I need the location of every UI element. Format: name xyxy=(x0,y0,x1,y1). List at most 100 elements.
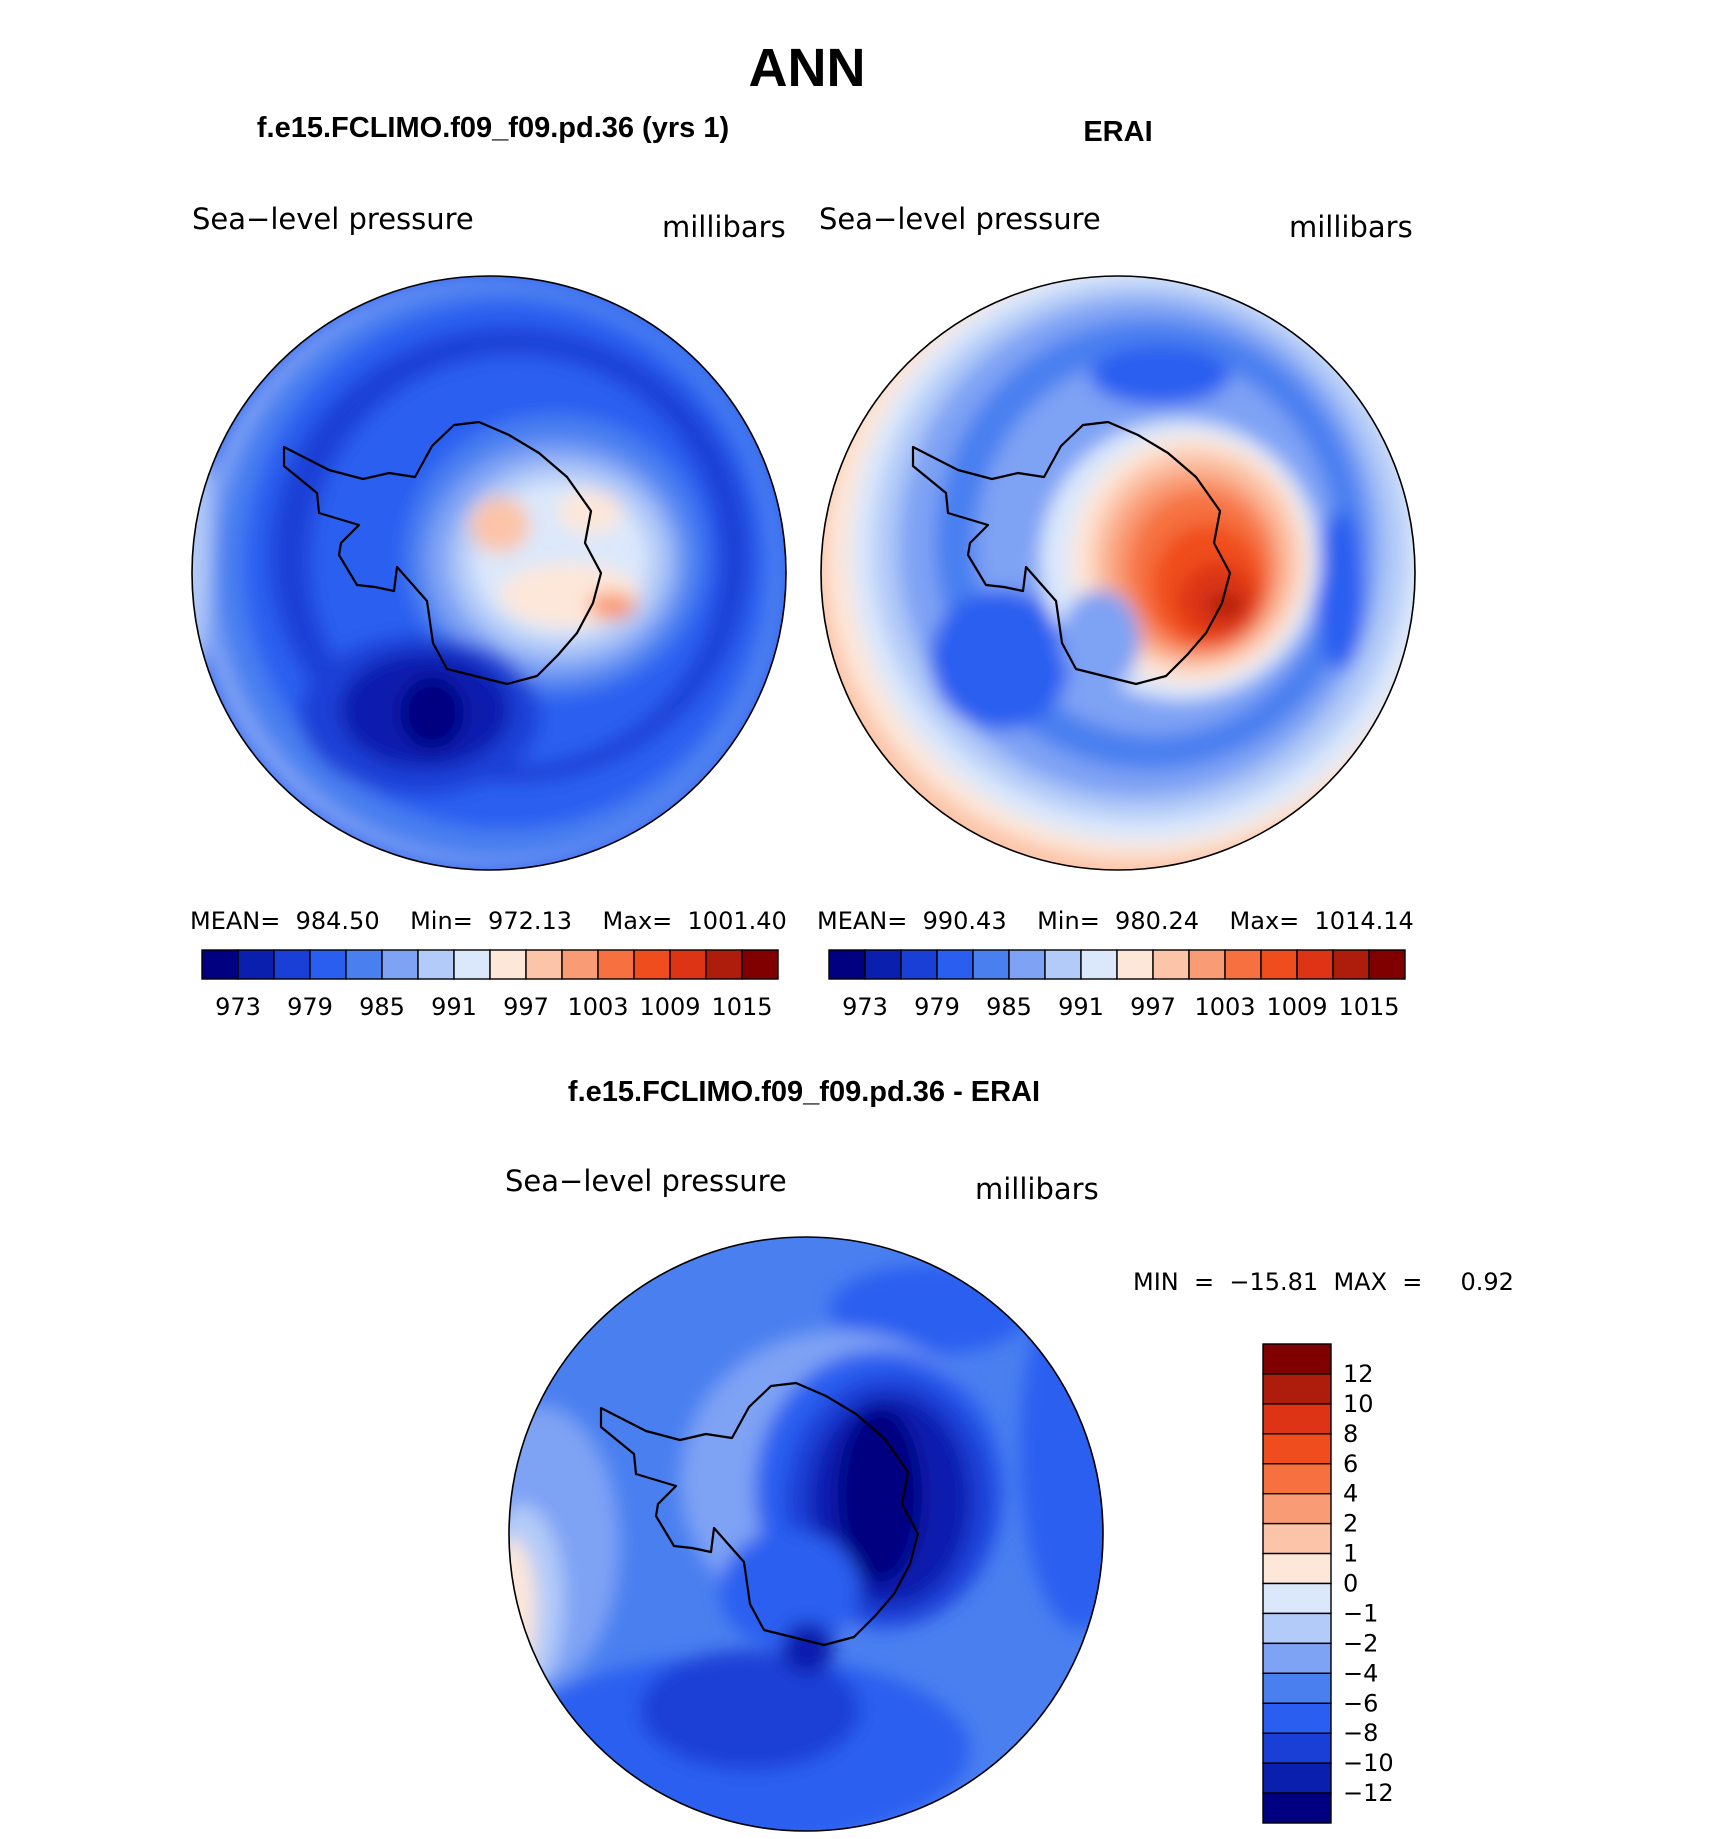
colorbar-3-tick-label: −8 xyxy=(1343,1719,1378,1747)
panel-2-map xyxy=(821,276,1415,870)
colorbar-1-tick-label: 985 xyxy=(359,993,405,1021)
colorbar-2-swatch xyxy=(936,949,974,980)
colorbar-2-tick-label: 1015 xyxy=(1338,993,1399,1021)
m1-low-3 xyxy=(400,677,464,749)
colorbar-2-swatch xyxy=(1368,949,1406,980)
panel-1-map xyxy=(125,276,786,870)
panel-1-colorbar: 973 979 985 991 997 1003 1009 1015 xyxy=(201,949,779,1021)
colorbar-2-swatch xyxy=(1332,949,1370,980)
antarctica-coast-1 xyxy=(282,420,603,686)
colorbar-2-tick-label: 997 xyxy=(1130,993,1176,1021)
colorbar-3-swatch xyxy=(1262,1762,1332,1794)
panel-3-map-border xyxy=(508,1236,1104,1832)
colorbar-3-tick-label: 10 xyxy=(1343,1390,1374,1418)
colorbar-2-tick-label: 1003 xyxy=(1194,993,1255,1021)
colorbar-2-swatch xyxy=(900,949,938,980)
colorbar-2-tick-label: 985 xyxy=(986,993,1032,1021)
colorbar-2-tick-label: 973 xyxy=(842,993,888,1021)
panel-1-stats: MEAN= 984.50 Min= 972.13 Max= 1001.40 xyxy=(190,907,787,935)
m3-east-band xyxy=(1020,1270,1103,1630)
colorbar-3-swatch xyxy=(1262,1612,1332,1645)
colorbar-1-swatch xyxy=(381,949,419,980)
colorbar-3-tick-label: −6 xyxy=(1343,1689,1378,1717)
colorbar-3-tick-label: 12 xyxy=(1343,1360,1374,1388)
m3-south-low xyxy=(640,1650,860,1770)
panel-1-variable: Sea−level pressure xyxy=(192,202,474,236)
colorbar-3-swatch xyxy=(1262,1463,1332,1495)
colorbar-1-tick-label: 1009 xyxy=(639,993,700,1021)
panel-2-units: millibars xyxy=(1289,210,1413,244)
colorbar-3-tick-label: −10 xyxy=(1343,1749,1394,1777)
colorbar-1-swatch xyxy=(309,949,347,980)
antarctica-coast-3 xyxy=(599,1381,920,1647)
colorbar-1-tick-label: 973 xyxy=(215,993,261,1021)
colorbar-1-swatch xyxy=(201,949,239,980)
m2-low-e xyxy=(1315,510,1365,670)
colorbar-1-swatch xyxy=(237,949,275,980)
panel-3-minmax: MIN = −15.81 MAX = 0.92 xyxy=(1133,1268,1514,1296)
figure-title: ANN xyxy=(749,38,866,98)
colorbar-3-swatch xyxy=(1262,1522,1332,1555)
colorbar-1-swatch xyxy=(525,949,563,980)
colorbar-3-swatch xyxy=(1262,1552,1332,1585)
colorbar-2-swatch xyxy=(1296,949,1334,980)
colorbar-3-swatch xyxy=(1262,1403,1332,1435)
colorbar-3-swatch xyxy=(1262,1672,1332,1704)
panel-3-map xyxy=(509,1237,1103,1831)
colorbar-3-swatch xyxy=(1262,1492,1332,1525)
panel-2-stats: MEAN= 990.43 Min= 980.24 Max= 1014.14 xyxy=(817,907,1414,935)
colorbar-2-swatch xyxy=(1008,949,1046,980)
colorbar-1-swatch xyxy=(705,949,743,980)
colorbar-1-swatch xyxy=(633,949,671,980)
colorbar-1-tick-label: 997 xyxy=(503,993,549,1021)
colorbar-1-tick-label: 1015 xyxy=(711,993,772,1021)
panel-2-variable: Sea−level pressure xyxy=(819,202,1101,236)
m1-west-edge xyxy=(125,400,165,660)
colorbar-2-tick-label: 979 xyxy=(914,993,960,1021)
colorbar-1-swatch xyxy=(741,949,779,980)
colorbar-3-tick-label: 0 xyxy=(1343,1570,1358,1598)
colorbar-2-swatch xyxy=(1080,949,1118,980)
panel-3-units: millibars xyxy=(975,1172,1099,1206)
colorbar-3-swatch xyxy=(1262,1433,1332,1465)
panel-1-title: f.e15.FCLIMO.f09_f09.pd.36 (yrs 1) xyxy=(257,112,729,144)
colorbar-1-swatch xyxy=(597,949,635,980)
colorbar-3-swatch xyxy=(1262,1732,1332,1764)
colorbar-3-tick-label: 2 xyxy=(1343,1510,1358,1538)
colorbar-1-swatch xyxy=(345,949,383,980)
colorbar-3-swatch xyxy=(1262,1373,1332,1405)
colorbar-1-swatch xyxy=(561,949,599,980)
m3-peninsula-core xyxy=(782,1622,834,1674)
colorbar-1-tick-label: 991 xyxy=(431,993,477,1021)
colorbar-3-swatch xyxy=(1262,1642,1332,1675)
colorbar-3-tick-label: −4 xyxy=(1343,1659,1378,1687)
colorbar-3-tick-label: −12 xyxy=(1343,1779,1394,1807)
panel-3: f.e15.FCLIMO.f09_f09.pd.36 - ERAI Sea−le… xyxy=(505,1076,1514,1832)
colorbar-3-tick-label: −1 xyxy=(1343,1599,1378,1627)
colorbar-1-swatch xyxy=(417,949,455,980)
colorbar-3-swatch xyxy=(1262,1792,1332,1824)
map-3-field xyxy=(509,1265,1103,1831)
panel-2-map-border xyxy=(820,275,1416,871)
colorbar-2-swatch xyxy=(1224,949,1262,980)
colorbar-2-swatch xyxy=(1260,949,1298,980)
panel-3-variable: Sea−level pressure xyxy=(505,1164,787,1198)
colorbar-1-swatch xyxy=(669,949,707,980)
panel-2-colorbar: 973 979 985 991 997 1003 1009 1015 xyxy=(828,949,1406,1021)
colorbar-2-swatch xyxy=(1044,949,1082,980)
m2-low-sw xyxy=(930,590,1070,730)
colorbar-2-swatch xyxy=(972,949,1010,980)
colorbar-1-swatch xyxy=(489,949,527,980)
map-1-coastline xyxy=(282,420,603,686)
m2-low-nw xyxy=(1090,345,1230,405)
colorbar-3-swatch xyxy=(1262,1343,1332,1375)
m3-cont-e xyxy=(838,1407,922,1583)
colorbar-2-tick-label: 991 xyxy=(1058,993,1104,1021)
colorbar-2-tick-label: 1009 xyxy=(1266,993,1327,1021)
m2-cont-h xyxy=(1207,593,1243,617)
panel-2: ERAI Sea−level pressure millibars xyxy=(817,116,1416,1021)
map-2-coastline xyxy=(911,420,1232,686)
colorbar-3-tick-label: 1 xyxy=(1343,1540,1358,1568)
map-1-field xyxy=(125,276,786,870)
